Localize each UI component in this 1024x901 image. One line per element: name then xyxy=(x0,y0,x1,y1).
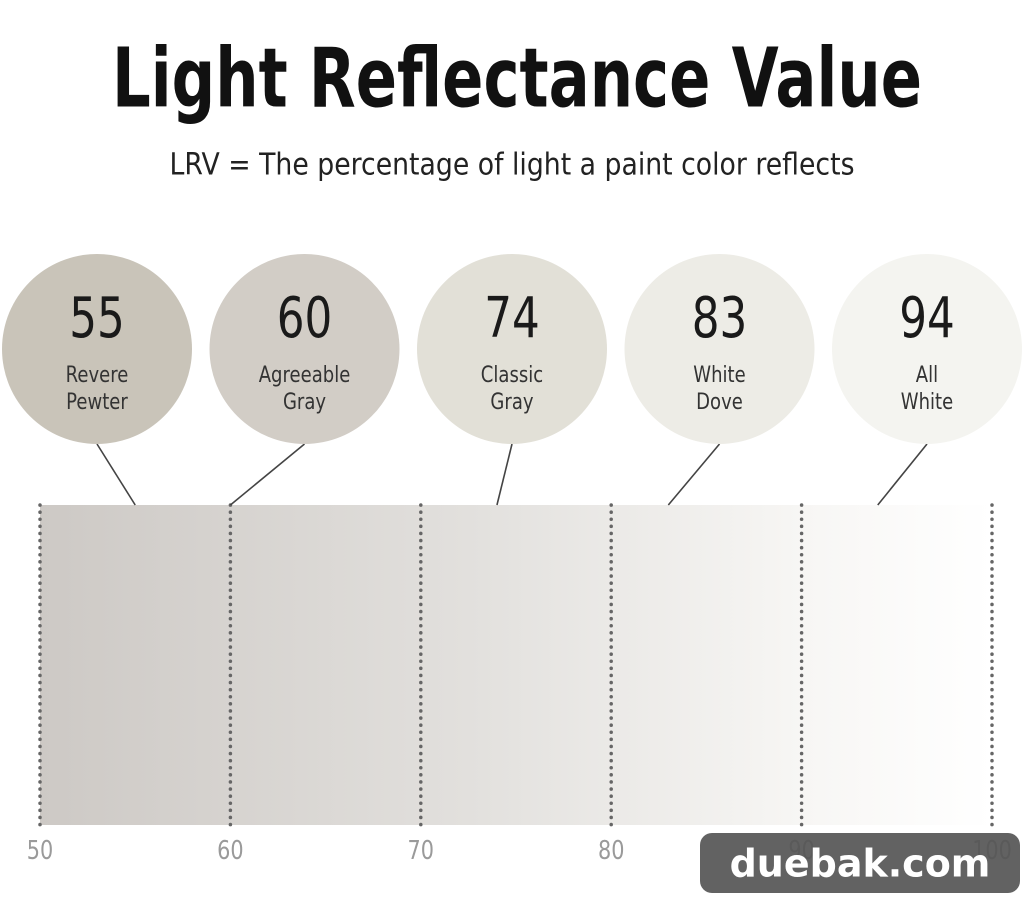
watermark: duebak.com xyxy=(700,833,1020,893)
color-swatch xyxy=(832,254,1022,444)
color-swatch xyxy=(417,254,607,444)
watermark-box xyxy=(700,833,1020,893)
watermark-text: duebak.com xyxy=(730,842,991,886)
connector xyxy=(496,443,513,506)
color-swatch xyxy=(209,254,400,444)
value-label: 55 xyxy=(69,285,125,351)
connector xyxy=(667,443,721,506)
value-label: 60 xyxy=(277,285,333,351)
color-name: Agreeable xyxy=(259,361,351,387)
color-name: Classic xyxy=(481,361,543,387)
color-name: White xyxy=(901,388,953,414)
color-name: Gray xyxy=(490,388,533,414)
connector xyxy=(877,443,928,506)
value-label: 94 xyxy=(899,285,955,351)
x-tick-label: 70 xyxy=(408,835,434,866)
color-name: Dove xyxy=(696,388,743,414)
color-swatch xyxy=(624,254,815,444)
value-label: 83 xyxy=(692,285,748,351)
chart-title: Light Reflectance Value xyxy=(112,31,922,126)
value-label: 74 xyxy=(484,285,540,351)
color-name: Pewter xyxy=(66,388,128,414)
connector xyxy=(229,443,306,506)
x-tick-label: 50 xyxy=(27,835,53,866)
x-tick-label: 60 xyxy=(217,835,243,866)
color-name: Revere xyxy=(66,361,129,387)
color-name: Gray xyxy=(283,388,326,414)
color-swatch xyxy=(2,254,192,444)
scale-band xyxy=(40,505,992,825)
color-name: White xyxy=(693,361,745,387)
chart-subtitle: LRV = The percentage of light a paint co… xyxy=(170,148,855,183)
connector xyxy=(96,443,136,506)
x-tick-label: 80 xyxy=(598,835,624,866)
color-name: All xyxy=(916,361,938,387)
